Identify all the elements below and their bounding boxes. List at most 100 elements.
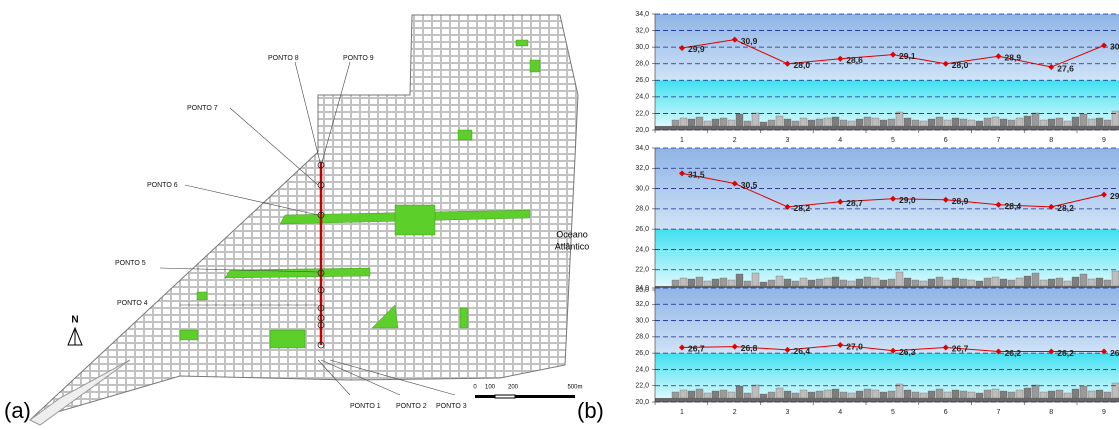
building [848,393,855,398]
point-label: PONTO 2 [396,403,427,410]
value-label: 27,0 [846,341,863,351]
building [768,392,775,398]
building [872,390,879,398]
y-tick-label: 28,0 [635,61,649,68]
building [1104,392,1111,398]
value-label: 30, [1110,42,1119,52]
building [1096,278,1103,286]
y-tick-label: 30,0 [635,44,649,51]
y-tick-label: 22,0 [635,267,649,274]
building [688,119,695,126]
y-tick-label: 32,0 [635,27,649,34]
building [936,389,943,398]
building [736,274,743,286]
x-tick-label: 4 [838,137,842,144]
building [920,393,927,398]
building [1016,278,1023,286]
building [920,121,927,126]
building [832,277,839,286]
x-tick-label: 9 [1102,409,1106,416]
building [1048,391,1055,398]
building [952,118,959,126]
ground [655,398,1119,402]
north-label: N [71,315,78,326]
building [912,120,919,126]
building [720,118,727,126]
building [944,120,951,126]
chart: 20,022,024,026,028,030,032,034,012345678… [635,145,1119,304]
building [896,112,903,126]
building [976,281,983,286]
building [1016,390,1023,398]
building [1056,278,1063,286]
map [30,15,578,425]
building [712,279,719,286]
y-tick-label: 24,0 [635,246,649,253]
building [808,120,815,126]
y-tick-label: 24,0 [635,366,649,373]
point-label: PONTO 6 [147,182,178,189]
building [968,120,975,126]
building [832,389,839,398]
y-tick-label: 22,0 [635,110,649,117]
building [1080,386,1087,398]
building [744,393,751,398]
figure: (a)(b)PONTO 1PONTO 2PONTO 3PONTO 4PONTO … [0,0,1119,430]
building [880,392,887,398]
building [944,280,951,286]
building [800,390,807,398]
building [784,279,791,286]
building [864,389,871,398]
x-tick-label: 1 [680,137,684,144]
building [736,386,743,398]
y-tick-label: 22,0 [635,383,649,390]
value-label: 30,5 [741,180,758,190]
building [912,280,919,286]
building [848,281,855,286]
point-label: PONTO 8 [268,55,299,62]
building [840,280,847,286]
building [1112,271,1119,286]
y-tick-label: 28,0 [635,206,649,213]
building [1096,118,1103,126]
building [680,390,687,398]
building [776,276,783,286]
building [1056,390,1063,398]
ground [655,126,1119,130]
building [1040,280,1047,286]
value-label: 28,9 [1005,53,1022,63]
building [864,277,871,286]
building [824,390,831,398]
building [1024,276,1031,286]
value-label: 30,9 [741,36,758,46]
building [760,394,767,398]
y-tick-label: 20,0 [635,399,649,406]
x-tick-label: 6 [944,409,948,416]
building [840,120,847,126]
y-tick-label: 32,0 [635,301,649,308]
value-label: 28,6 [846,55,863,65]
building [680,118,687,126]
building [1064,393,1071,398]
x-tick-label: 5 [891,409,895,416]
building [1000,391,1007,398]
value-label: 28,2 [794,203,811,213]
y-tick-label: 30,0 [635,317,649,324]
building [688,279,695,286]
building [808,280,815,286]
value-label: 31,5 [688,170,705,180]
building [1048,119,1055,126]
building [968,280,975,286]
building [808,392,815,398]
y-tick-label: 34,0 [635,11,649,18]
y-tick-label: 28,0 [635,334,649,341]
building [824,118,831,126]
value-label: 29,0 [899,195,916,205]
building [752,385,759,398]
building [936,277,943,286]
building [1072,389,1079,398]
building [1008,280,1015,286]
building [944,392,951,398]
